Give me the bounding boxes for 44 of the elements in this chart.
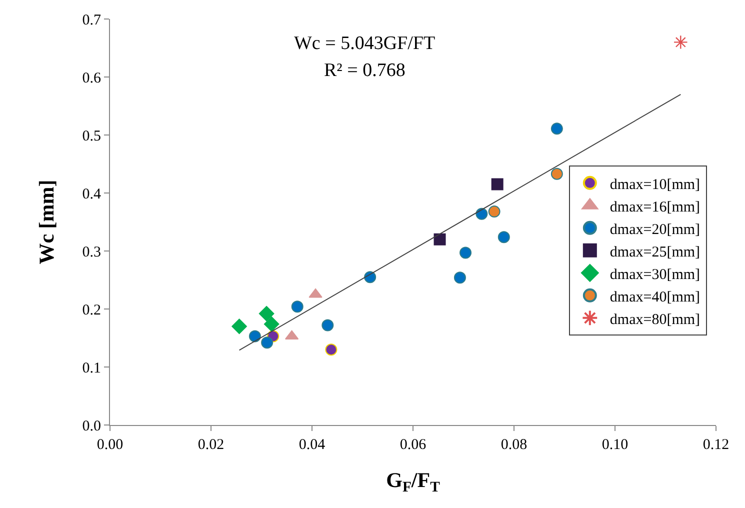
y-tick-label: 0.2 [82, 302, 101, 318]
legend-label: dmax=80[mm] [610, 312, 700, 328]
y-tick-label: 0.4 [82, 186, 102, 202]
point [291, 300, 304, 313]
point [488, 206, 500, 218]
x-axis-title: G$_{F}$/F$_{T}$ [386, 468, 440, 496]
point [264, 316, 280, 332]
point [460, 246, 472, 259]
legend-label: dmax=25[mm] [610, 244, 700, 260]
x-tick-label: 0.04 [298, 437, 326, 453]
y-tick-label: 0.5 [82, 128, 101, 144]
x-tick-label: 0.02 [198, 437, 224, 453]
point [454, 272, 466, 284]
x-tick-label: 0.10 [602, 437, 628, 453]
point [498, 231, 510, 244]
legend-label: dmax=16[mm] [610, 199, 700, 216]
point [322, 319, 334, 332]
y-tick-label: 0.6 [82, 70, 102, 86]
point [248, 330, 261, 342]
y-tick-label: 0.0 [82, 418, 101, 434]
y-tick-label: 0.1 [82, 360, 101, 376]
point [232, 318, 247, 334]
point [476, 208, 488, 220]
legend-label: dmax=30[mm] [610, 266, 700, 283]
legend-label: dmax=10[mm] [610, 176, 700, 193]
point [673, 35, 688, 50]
point [550, 122, 563, 135]
legend-label: dmax=40[mm] [610, 289, 700, 306]
point [325, 344, 338, 356]
annotation: R² = 0.768 [324, 60, 406, 81]
legend-label: dmax=20[mm] [610, 222, 700, 238]
x-tick-label: 0.08 [500, 437, 528, 453]
x-tick-label: 0.00 [96, 437, 124, 453]
y-axis-title: Wc [mm] [34, 180, 58, 264]
y-tick-label: 0.3 [82, 244, 101, 260]
point [491, 178, 504, 190]
point [258, 306, 274, 322]
annotation: Wc = 5.043GF/FT [294, 33, 436, 54]
point [550, 168, 563, 180]
x-tick-label: 0.06 [400, 437, 427, 453]
point [434, 233, 446, 246]
point [261, 336, 274, 349]
y-tick-label: 0.7 [82, 12, 102, 28]
x-tick-label: 0.12 [702, 437, 730, 453]
